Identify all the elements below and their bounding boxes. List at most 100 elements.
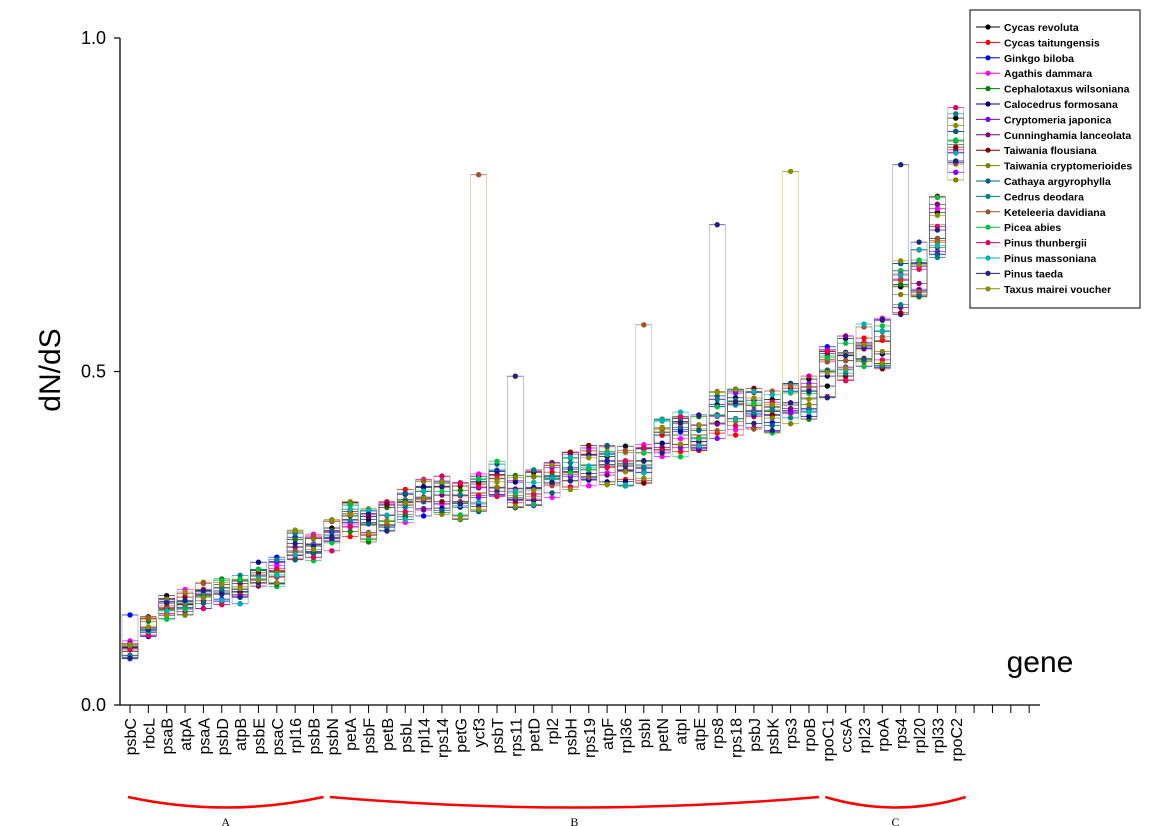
data-point [953,111,959,117]
legend-label: Cedrus deodara [1004,191,1084,203]
data-point [824,383,830,389]
gene-column-rpl2 [543,460,561,501]
y-tick-label: 0.0 [81,695,106,715]
legend-label: Agathis dammara [1004,68,1092,80]
data-point [494,468,500,474]
data-point [751,409,757,415]
data-point [384,512,390,518]
data-point [402,509,408,515]
data-point [659,450,665,456]
data-point [457,479,463,486]
legend-swatch-marker [985,116,991,122]
data-point [677,414,684,420]
data-point [641,480,647,486]
data-point [567,470,574,476]
data-point [641,457,647,464]
y-tick-label: 1.0 [81,28,106,48]
gene-label-petB: petB [380,718,397,751]
data-point [916,280,922,287]
gene-label-psbC: psbC [123,718,140,755]
gene-label-atpB: atpB [233,718,250,751]
data-point [806,402,812,408]
legend-label: Cycas revoluta [1004,22,1079,34]
data-point [696,412,702,418]
data-point [347,512,353,518]
y-ticks: 0.0 0.5 1.0 [81,28,120,715]
data-point [127,647,133,653]
data-point [420,483,427,490]
data-point [475,172,482,178]
data-point [842,365,849,371]
data-point [475,471,482,477]
data-point [714,396,720,403]
data-point [861,341,867,348]
group-label: B [570,815,578,826]
gene-label-psaB: psaB [160,718,177,754]
data-point [494,493,500,500]
data-point [898,162,904,168]
data-point [732,416,739,422]
group-label: C [892,815,900,826]
data-point [182,597,188,604]
data-point [512,479,519,485]
data-point [842,377,849,384]
data-point [586,463,592,469]
data-point [677,420,684,426]
data-point [732,386,739,393]
data-point [732,423,739,429]
data-point [787,415,794,421]
data-point [365,507,372,513]
data-point [145,624,152,630]
data-point [696,427,702,434]
data-point [512,503,519,510]
data-point [787,421,794,427]
data-point [457,500,463,507]
data-point [953,122,959,129]
data-point [732,426,739,433]
data-point [200,600,207,607]
data-point [659,440,665,447]
gene-column-rps11 [507,373,524,511]
data-point [402,500,408,506]
data-point [494,458,500,464]
legend-label: Pinus massoniana [1004,253,1096,265]
data-point [365,530,372,536]
data-point [329,535,335,542]
gene-column-petB [378,498,396,534]
gene-label-rpoC1: rpoC1 [820,718,837,762]
data-point [457,512,463,518]
data-point [714,413,720,419]
legend-label: Pinus thunbergii [1004,238,1087,250]
data-point [641,449,647,456]
data-point [953,177,959,183]
data-point [824,395,830,401]
data-point [641,322,647,328]
gene-column-psbF [360,506,377,545]
data-point [604,442,610,449]
gene-label-rpl20: rpl20 [912,718,929,754]
data-point [714,435,720,442]
data-point [953,137,959,143]
data-point [641,464,647,471]
legend: Cycas revoluta Cycas taitungensis Ginkgo b… [969,9,1141,309]
data-point [806,373,812,379]
data-point [879,348,886,355]
legend-label: Pinus taeda [1004,268,1063,280]
data-point [677,441,684,447]
data-point [439,488,445,495]
gene-label-psbE: psbE [251,718,268,754]
data-point [329,528,335,534]
gene-label-rpl2: rpl2 [545,718,562,745]
gene-label-rps11: rps11 [508,718,525,757]
gene-column-psbL [397,486,414,526]
data-point [549,462,555,468]
gene-column-psbB [305,531,322,564]
data-point [475,484,482,490]
data-point [237,593,243,600]
data-point [898,302,904,308]
data-point [164,608,170,614]
data-point [402,504,408,510]
gene-label-rpoC2: rpoC2 [949,718,966,762]
legend-swatch-marker [985,193,991,199]
data-point [861,356,867,363]
